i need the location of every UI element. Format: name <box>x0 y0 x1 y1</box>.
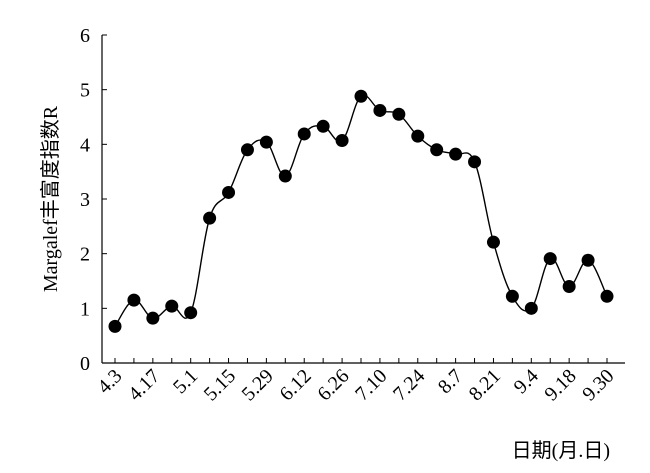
x-tick-label: 8.21 <box>465 365 505 405</box>
y-tick-label: 0 <box>80 353 90 375</box>
x-tick-label: 6.26 <box>313 365 353 405</box>
x-tick-label: 9.18 <box>540 365 580 405</box>
x-axis-title: 日期(月.日) <box>512 440 610 462</box>
data-point <box>581 253 595 267</box>
data-point <box>203 211 217 225</box>
x-tick-label: 7.24 <box>389 365 429 405</box>
data-point <box>316 119 330 133</box>
y-ticks: 0 1 2 3 4 5 6 <box>80 25 107 375</box>
y-tick-label: 2 <box>80 244 90 266</box>
data-point <box>165 299 179 313</box>
x-tick-label: 9.4 <box>510 365 543 398</box>
x-tick-label: 4.3 <box>93 365 126 398</box>
x-tick-label: 4.17 <box>124 365 164 405</box>
y-tick-label: 4 <box>80 134 90 156</box>
data-point <box>108 319 122 333</box>
x-tick-label: 5.29 <box>238 365 278 405</box>
data-point <box>297 127 311 141</box>
data-point <box>373 103 387 117</box>
x-tick-label: 8.7 <box>434 365 467 398</box>
data-point <box>449 147 463 161</box>
y-axis-title: Margalef丰富度指数R <box>39 105 62 292</box>
data-point <box>430 143 444 157</box>
data-points <box>108 89 614 333</box>
data-point <box>600 289 614 303</box>
data-point <box>411 129 425 143</box>
data-point <box>259 135 273 149</box>
x-tick-label: 6.12 <box>275 365 315 405</box>
x-tick-label: 7.10 <box>351 365 391 405</box>
data-point <box>354 89 368 103</box>
data-point <box>222 185 236 199</box>
data-point <box>240 143 254 157</box>
data-point <box>146 311 160 325</box>
x-tick-label: 9.30 <box>578 365 618 405</box>
data-point <box>278 169 292 183</box>
y-tick-label: 3 <box>80 189 90 211</box>
series-line <box>114 94 608 327</box>
data-point <box>486 235 500 249</box>
y-tick-label: 1 <box>80 298 90 320</box>
data-point <box>335 134 349 148</box>
x-tick-label: 5.15 <box>200 365 240 405</box>
data-point <box>505 289 519 303</box>
data-point <box>543 252 557 266</box>
data-point <box>562 279 576 293</box>
data-point <box>392 107 406 121</box>
x-tick-label: 5.1 <box>169 365 202 398</box>
data-point <box>127 293 141 307</box>
data-point <box>184 306 198 320</box>
x-ticks: 4.34.17 5.15.155.296.126.267.107.24 8.78.2… <box>93 358 619 405</box>
y-tick-label: 5 <box>80 80 90 102</box>
data-point <box>468 155 482 169</box>
y-tick-label: 6 <box>80 25 90 47</box>
data-point <box>524 301 538 315</box>
